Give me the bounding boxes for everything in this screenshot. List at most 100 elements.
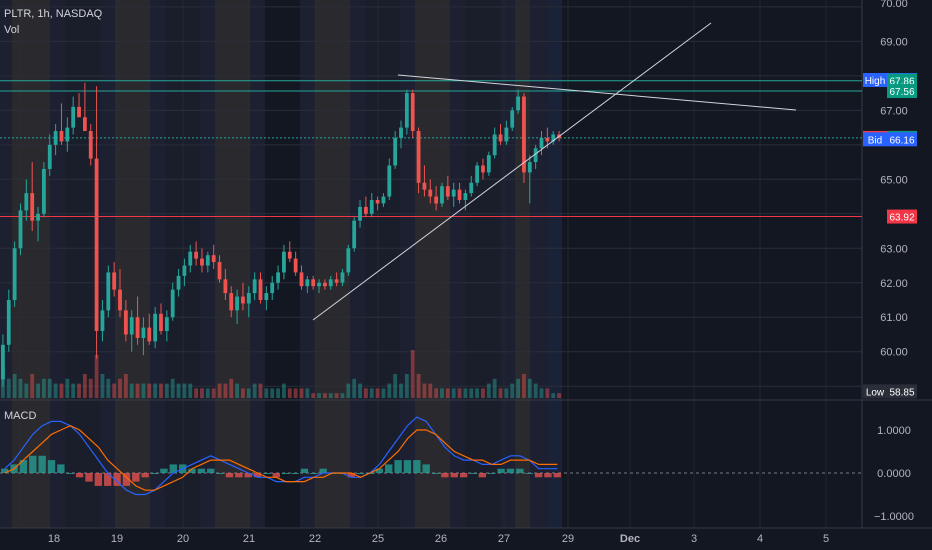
candle-body-18 bbox=[106, 272, 111, 311]
macd-hist-52 bbox=[488, 473, 496, 474]
candle-body-78 bbox=[457, 189, 462, 200]
volume-bar-18 bbox=[106, 378, 111, 398]
price-tick-67.00: 67.00 bbox=[880, 105, 908, 117]
macd-hist-37 bbox=[347, 473, 355, 478]
candle-body-63 bbox=[369, 200, 374, 214]
volume-bar-80 bbox=[469, 388, 474, 398]
candle-body-90 bbox=[527, 162, 532, 173]
price-label-value-5: 66.16 bbox=[889, 135, 914, 146]
candle-body-89 bbox=[522, 96, 526, 173]
candle-body-7 bbox=[42, 168, 46, 214]
candle-body-11 bbox=[65, 127, 70, 142]
candle-body-67 bbox=[393, 137, 398, 166]
price-label-level-67-56: 67.56 bbox=[887, 84, 917, 99]
macd-hist-31 bbox=[291, 473, 299, 474]
session-band-21 bbox=[530, 0, 548, 528]
macd-legend: MACD bbox=[4, 410, 37, 422]
macd-hist-26 bbox=[244, 473, 252, 478]
volume-bar-93 bbox=[545, 388, 550, 398]
volume-bar-32 bbox=[188, 383, 193, 398]
macd-hist-42 bbox=[394, 460, 402, 473]
session-band-0 bbox=[0, 0, 12, 528]
time-tick-25: 25 bbox=[372, 533, 384, 545]
volume-bar-63 bbox=[369, 388, 374, 398]
macd-hist-14 bbox=[132, 473, 140, 482]
macd-hist-47 bbox=[441, 473, 449, 478]
macd-hist-50 bbox=[469, 473, 477, 474]
candle-body-34 bbox=[200, 258, 204, 266]
price-tick-69.00: 69.00 bbox=[880, 36, 908, 48]
price-label-value-7: 58.85 bbox=[889, 387, 914, 398]
price-label-value-2: 67.56 bbox=[889, 87, 914, 98]
volume-bar-92 bbox=[539, 388, 544, 398]
candle-body-37 bbox=[217, 262, 222, 280]
volume-bar-34 bbox=[200, 388, 204, 398]
candle-body-23 bbox=[135, 317, 140, 338]
price-label-box-2 bbox=[887, 84, 917, 99]
volume-bar-14 bbox=[82, 374, 87, 398]
volume-bar-88 bbox=[516, 378, 520, 398]
macd-hist-18 bbox=[169, 464, 177, 473]
candle-body-77 bbox=[451, 189, 456, 197]
candle-body-57 bbox=[334, 279, 339, 283]
candle-body-2 bbox=[12, 248, 17, 300]
candle-body-76 bbox=[445, 186, 450, 197]
price-label-low: Low 58.85 bbox=[863, 384, 917, 399]
candle-body-42 bbox=[246, 293, 251, 304]
macd-hist-0 bbox=[1, 468, 9, 473]
candle-body-83 bbox=[486, 155, 491, 173]
volume-bar-19 bbox=[112, 383, 117, 398]
volume-bar-3 bbox=[18, 378, 23, 398]
candle-body-28 bbox=[164, 317, 169, 332]
macd-hist-20 bbox=[188, 468, 196, 473]
session-band-17 bbox=[450, 0, 465, 528]
candle-body-66 bbox=[387, 165, 392, 197]
candle-body-61 bbox=[358, 206, 362, 221]
macd-hist-57 bbox=[534, 473, 543, 478]
volume-bar-52 bbox=[305, 388, 310, 398]
candle-body-9 bbox=[53, 131, 58, 145]
candle-body-44 bbox=[258, 279, 263, 300]
macd-hist-10 bbox=[94, 473, 103, 486]
macd-hist-11 bbox=[104, 473, 112, 486]
macd-hist-3 bbox=[29, 455, 37, 473]
macd-hist-34 bbox=[319, 468, 327, 473]
time-tick-18: 18 bbox=[48, 533, 60, 545]
price-label-name-7: Low bbox=[866, 387, 885, 398]
volume-bar-40 bbox=[235, 383, 239, 398]
macd-tick-0: 1.0000 bbox=[877, 425, 911, 437]
candle-body-10 bbox=[59, 131, 64, 142]
price-label-value-6: 63.92 bbox=[889, 213, 914, 224]
macd-hist-41 bbox=[385, 464, 393, 473]
session-band-18 bbox=[465, 0, 500, 528]
macd-hist-44 bbox=[413, 460, 421, 473]
session-band-13 bbox=[350, 0, 365, 528]
volume-bar-2 bbox=[12, 374, 17, 398]
candle-body-41 bbox=[241, 296, 245, 304]
volume-bar-38 bbox=[223, 383, 228, 398]
candle-body-16 bbox=[94, 158, 99, 332]
candle-body-48 bbox=[282, 251, 286, 273]
time-tick-29: 29 bbox=[562, 533, 574, 545]
candle-body-24 bbox=[141, 327, 146, 338]
price-tick-61.00: 61.00 bbox=[880, 312, 908, 324]
volume-bar-84 bbox=[492, 378, 497, 398]
volume-bar-50 bbox=[293, 388, 298, 398]
macd-hist-23 bbox=[216, 473, 224, 474]
candle-body-29 bbox=[170, 289, 175, 318]
session-band-11 bbox=[300, 0, 315, 528]
session-band-12 bbox=[315, 0, 350, 528]
macd-line-0 bbox=[4, 416, 558, 496]
volume-bar-76 bbox=[445, 388, 450, 398]
macd-hist-24 bbox=[225, 473, 234, 478]
price-tick-top: 70.00 bbox=[880, 0, 908, 10]
volume-bar-83 bbox=[486, 383, 491, 398]
macd-hist-8 bbox=[75, 473, 84, 478]
candle-body-45 bbox=[264, 293, 269, 300]
volume-bar-16 bbox=[94, 354, 99, 398]
candle-body-55 bbox=[323, 282, 327, 287]
macd-hist-38 bbox=[356, 473, 365, 474]
candle-body-84 bbox=[492, 134, 497, 156]
volume-bar-70 bbox=[410, 350, 415, 398]
